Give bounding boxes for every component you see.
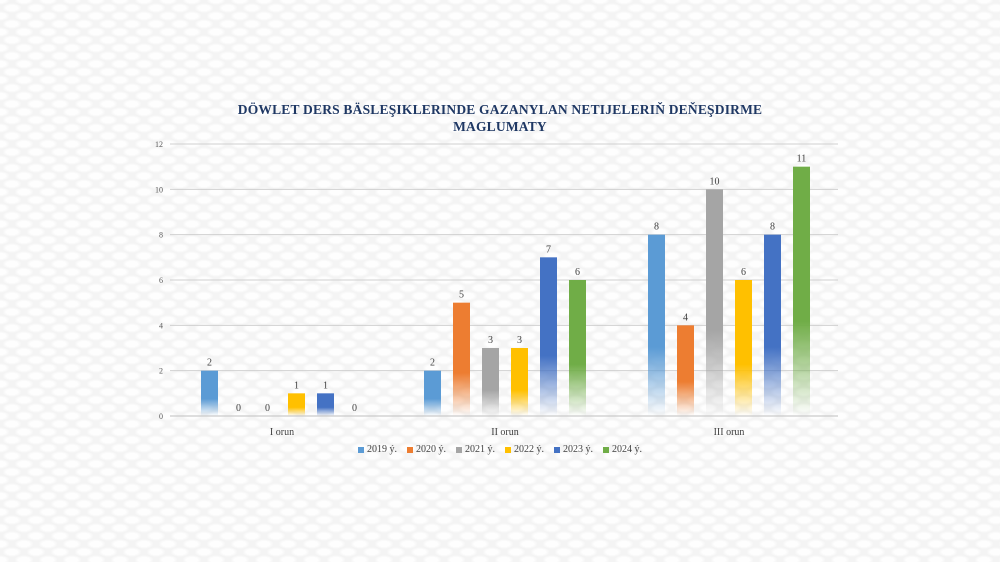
data-label: 8 bbox=[654, 222, 659, 233]
legend-label: 2023 ý. bbox=[563, 444, 593, 455]
bar bbox=[764, 234, 781, 416]
legend-item: 2024 ý. bbox=[603, 444, 642, 455]
category-label: III orun bbox=[714, 427, 745, 438]
legend-item: 2022 ý. bbox=[505, 444, 544, 455]
bar bbox=[424, 370, 441, 416]
legend-item: 2020 ý. bbox=[407, 444, 446, 455]
data-labels: 2 2 8 0 5 4 0 3 10 1 3 6 1 7 8 0 6 11 bbox=[207, 154, 806, 414]
legend-label: 2019 ý. bbox=[367, 444, 397, 455]
data-label: 10 bbox=[710, 176, 720, 187]
data-label: 1 bbox=[294, 380, 299, 391]
bar bbox=[201, 370, 218, 416]
legend: 2019 ý. 2020 ý. 2021 ý. 2022 ý. 2023 ý. 2024 … bbox=[0, 444, 1000, 455]
y-tick-label: 2 bbox=[159, 367, 163, 376]
data-label: 11 bbox=[797, 154, 807, 165]
legend-label: 2021 ý. bbox=[465, 444, 495, 455]
bar bbox=[677, 325, 694, 416]
y-tick-label: 12 bbox=[155, 140, 163, 149]
category-label: I orun bbox=[270, 427, 294, 438]
bar bbox=[317, 393, 334, 416]
data-label: 6 bbox=[575, 267, 580, 278]
category-label: II orun bbox=[491, 427, 519, 438]
data-label: 7 bbox=[546, 244, 551, 255]
bar bbox=[793, 166, 810, 416]
y-tick-label: 6 bbox=[159, 276, 163, 285]
data-label: 3 bbox=[517, 335, 522, 346]
data-label: 8 bbox=[770, 222, 775, 233]
y-tick-label: 0 bbox=[159, 412, 163, 421]
bar bbox=[569, 280, 586, 416]
legend-swatch bbox=[407, 446, 413, 453]
y-tick-label: 10 bbox=[155, 185, 163, 194]
data-label: 5 bbox=[459, 290, 464, 301]
data-label: 4 bbox=[683, 312, 688, 323]
data-label: 0 bbox=[236, 403, 241, 414]
bar bbox=[648, 234, 665, 416]
bar bbox=[453, 302, 470, 416]
legend-swatch bbox=[603, 446, 609, 453]
legend-item: 2023 ý. bbox=[554, 444, 593, 455]
legend-swatch bbox=[456, 446, 462, 453]
bar-series bbox=[201, 166, 810, 416]
y-tick-label: 4 bbox=[159, 321, 163, 330]
data-label: 0 bbox=[265, 403, 270, 414]
bar bbox=[735, 280, 752, 416]
legend-swatch bbox=[505, 446, 511, 453]
data-label: 2 bbox=[207, 358, 212, 369]
data-label: 3 bbox=[488, 335, 493, 346]
chart-title: DÖWLET DERS BÄSLEŞIKLERINDE GAZANYLAN NE… bbox=[237, 102, 763, 134]
legend-label: 2020 ý. bbox=[416, 444, 446, 455]
legend-label: 2022 ý. bbox=[514, 444, 544, 455]
bar bbox=[540, 257, 557, 416]
gridlines bbox=[170, 143, 838, 372]
data-label: 0 bbox=[352, 403, 357, 414]
legend-item: 2021 ý. bbox=[456, 444, 495, 455]
data-label: 2 bbox=[430, 358, 435, 369]
data-label: 1 bbox=[323, 380, 328, 391]
legend-swatch bbox=[358, 446, 364, 453]
legend-swatch bbox=[554, 446, 560, 453]
legend-item: 2019 ý. bbox=[358, 444, 397, 455]
y-tick-label: 8 bbox=[159, 231, 163, 240]
legend-label: 2024 ý. bbox=[612, 444, 642, 455]
bar bbox=[482, 348, 499, 416]
bar bbox=[706, 189, 723, 416]
data-label: 6 bbox=[741, 267, 746, 278]
bar bbox=[288, 393, 305, 416]
bar bbox=[511, 348, 528, 416]
